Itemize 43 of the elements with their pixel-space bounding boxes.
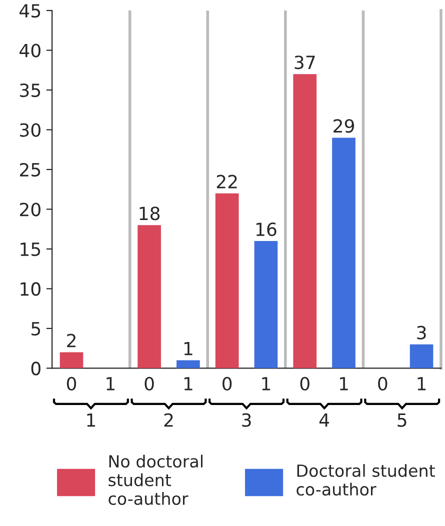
data-label: 2	[67, 334, 76, 348]
data-label: 1	[184, 342, 192, 356]
y-tick-label: 40	[20, 44, 40, 58]
x-tick-label: 1	[418, 377, 426, 390]
y-tick-label: 45	[20, 4, 40, 18]
text: 1	[87, 413, 96, 427]
data-label: 18	[140, 206, 160, 220]
legend-label: No doctoral student co-author	[108, 454, 202, 505]
bar	[215, 193, 239, 368]
y-tick-label: 25	[20, 162, 40, 177]
bar	[60, 352, 84, 368]
x-tick-label: 1	[106, 377, 114, 390]
x-tick-label: 0	[222, 376, 232, 391]
data-label: 29	[334, 119, 354, 133]
bar	[293, 74, 317, 368]
bar	[138, 225, 161, 368]
x-tick-label: 0	[378, 376, 388, 391]
y-tick-label: 20	[20, 202, 40, 216]
data-label: 22	[216, 174, 237, 188]
y-tick-label: 15	[20, 242, 40, 256]
bar	[410, 344, 434, 368]
text: 3	[242, 413, 251, 427]
text: 2	[164, 413, 173, 427]
y-tick-label: 10	[20, 282, 40, 296]
data-label: 3	[417, 326, 426, 340]
legend-label: Doctoral student co-author	[296, 464, 435, 496]
x-tick-label: 1	[262, 377, 270, 390]
y-tick-label: 30	[20, 123, 40, 137]
y-tick-label: 5	[32, 322, 40, 336]
bar	[332, 138, 356, 368]
bar	[176, 360, 200, 368]
x-tick-label: 0	[66, 376, 76, 391]
data-label: 37	[294, 56, 315, 70]
y-tick-label: 0	[31, 362, 40, 376]
data-label: 16	[256, 222, 276, 236]
y-tick-label: 35	[20, 83, 40, 98]
x-tick-label: 0	[144, 376, 154, 391]
bar	[254, 241, 278, 368]
text: 5	[398, 413, 406, 427]
x-tick-label: 1	[340, 377, 348, 390]
text: 4	[319, 413, 330, 427]
x-tick-label: 0	[300, 376, 310, 391]
x-tick-label: 1	[184, 377, 192, 390]
